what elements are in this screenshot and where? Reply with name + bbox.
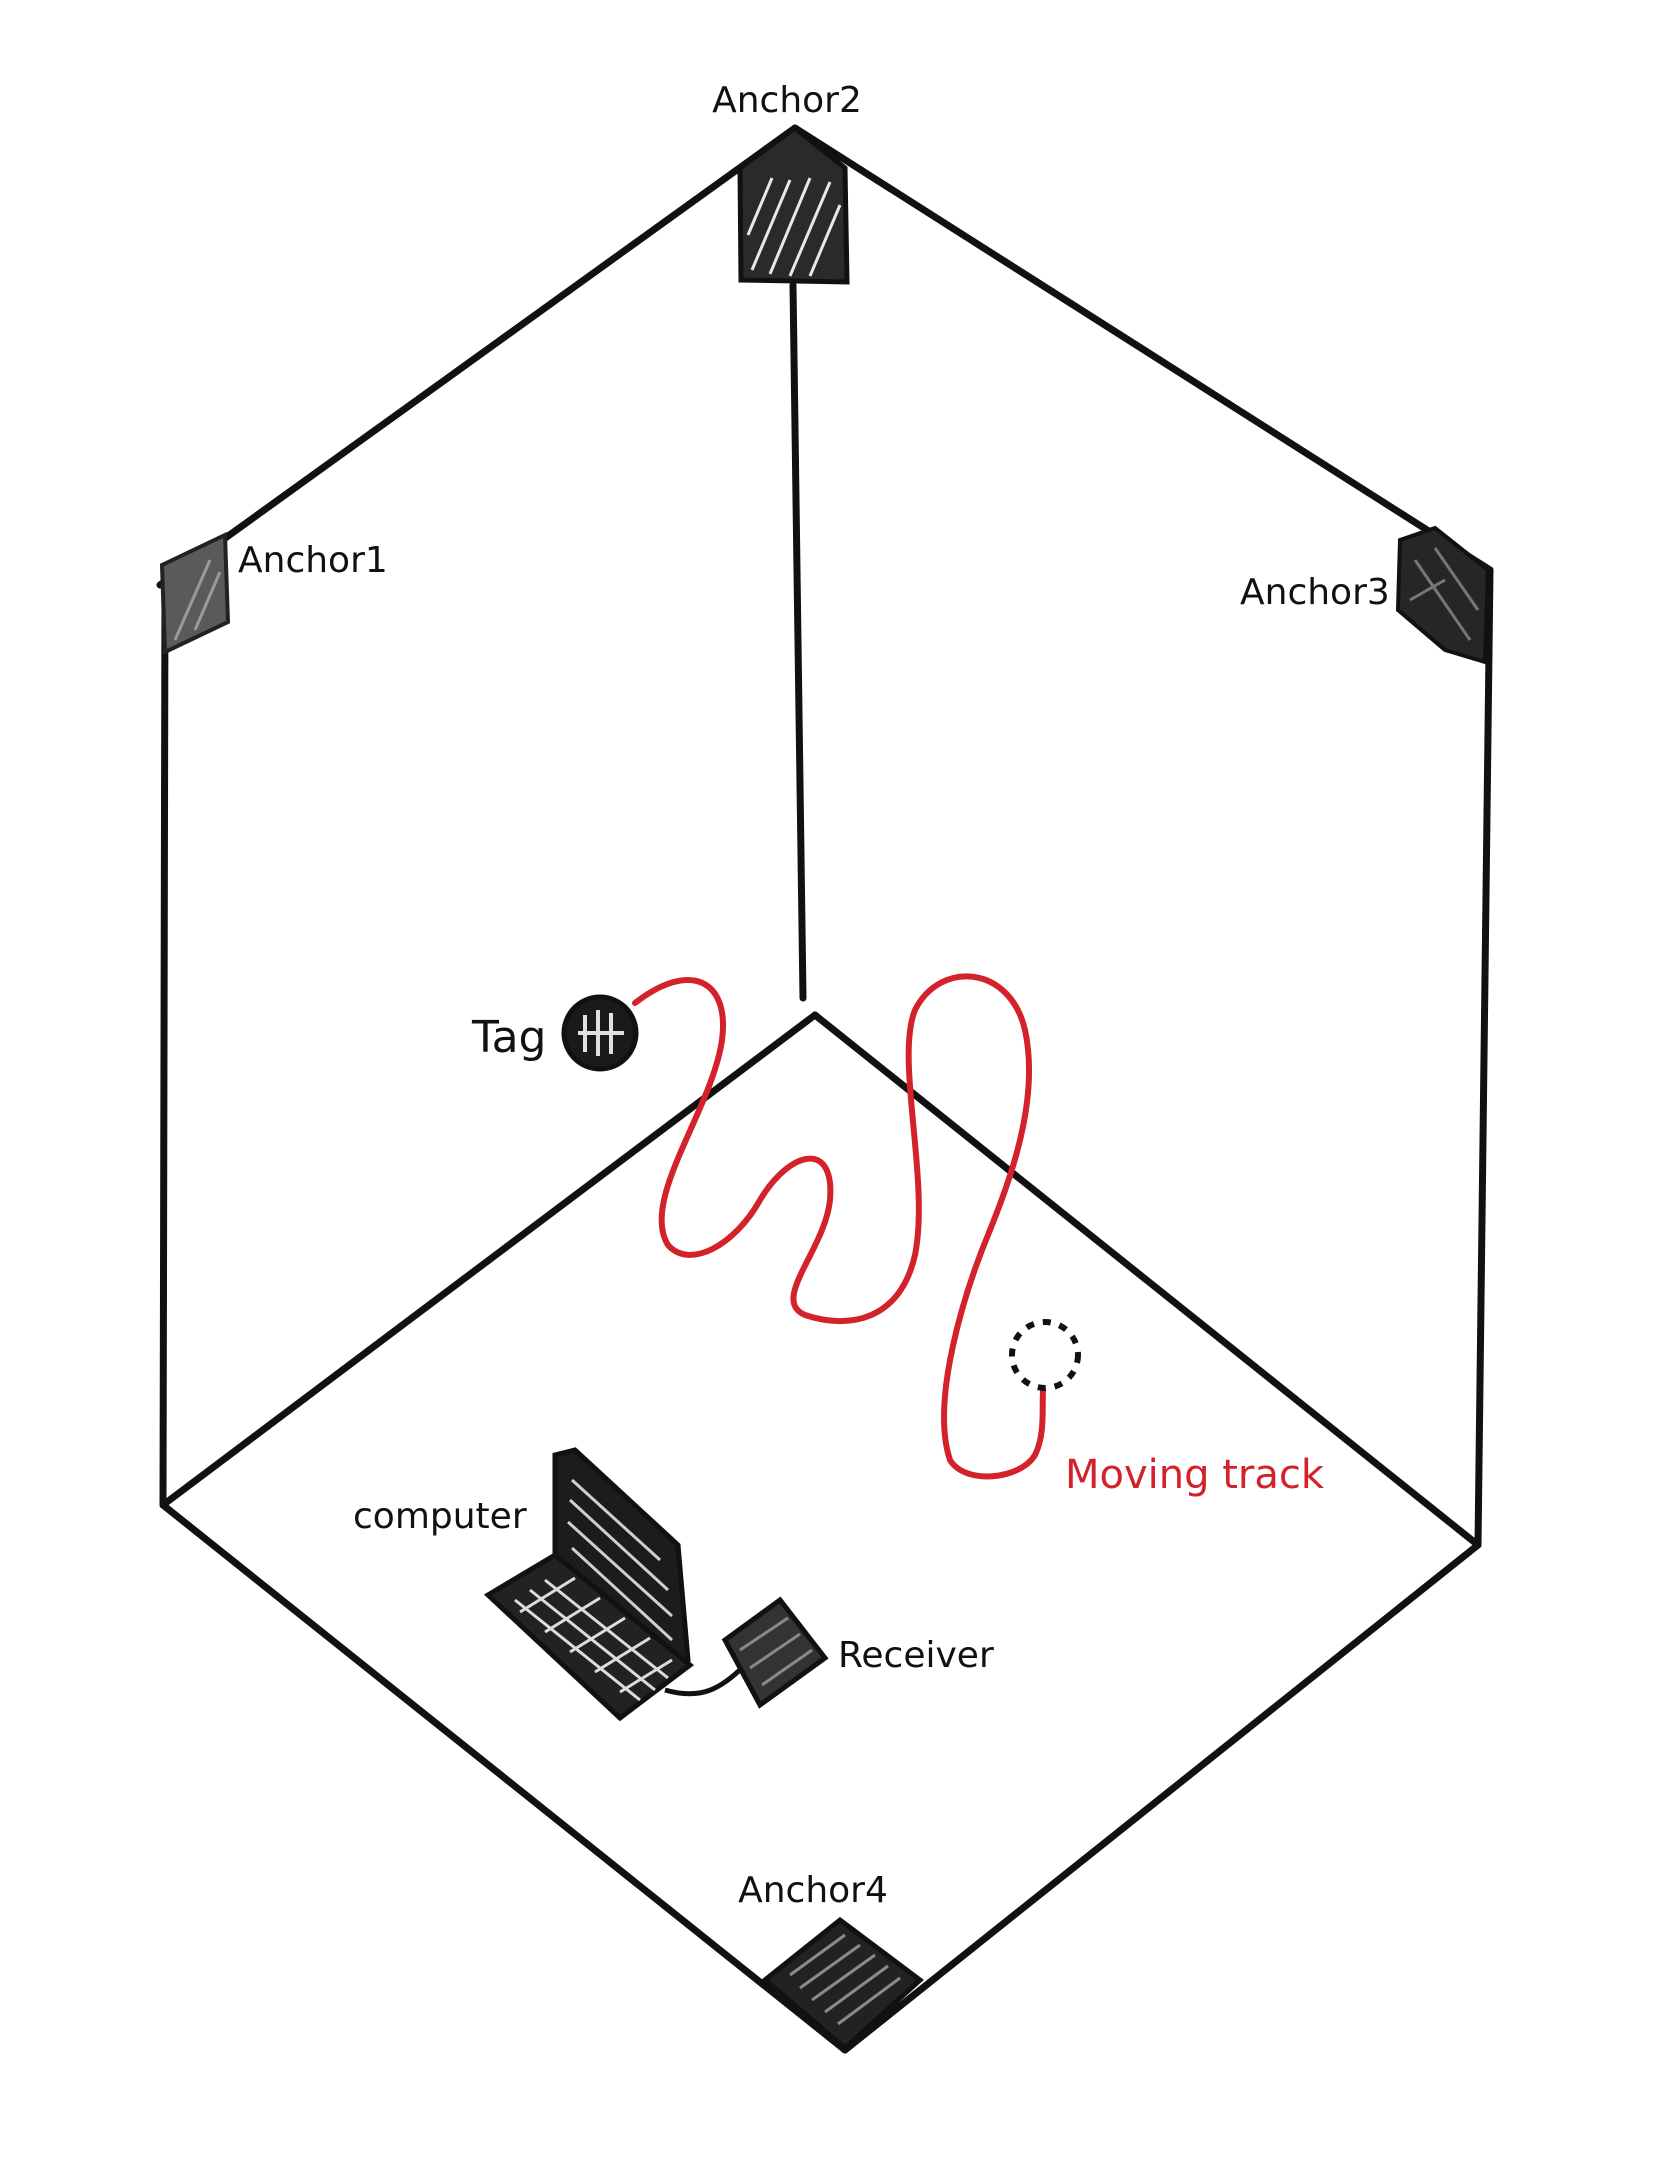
laptop-icon bbox=[483, 1447, 695, 1722]
edge-right-vertical bbox=[1474, 566, 1494, 1549]
anchor3-label: Anchor3 bbox=[1240, 572, 1390, 613]
moving-track-path bbox=[632, 973, 1046, 1480]
tag-label: Tag bbox=[471, 1012, 547, 1063]
anchor4-device bbox=[761, 1916, 924, 2052]
anchor2-device bbox=[737, 124, 850, 285]
room-outline bbox=[156, 124, 1494, 2054]
receiver-device bbox=[721, 1596, 829, 1709]
computer-label: computer bbox=[353, 1496, 527, 1537]
receiver-label: Receiver bbox=[838, 1635, 994, 1676]
edge-floor-left-front bbox=[159, 1501, 849, 2054]
edge-anchor2-anchor3 bbox=[791, 124, 1494, 574]
edge-floor-right-front bbox=[841, 1541, 1482, 2054]
edge-left-vertical bbox=[159, 581, 169, 1509]
anchor3-device bbox=[1395, 525, 1491, 665]
edge-floor-right-back bbox=[811, 1011, 1482, 1549]
moving-track-label: Moving track bbox=[1065, 1452, 1325, 1498]
edge-floor-left-back bbox=[159, 1011, 819, 1509]
receiver-cable bbox=[664, 1663, 747, 1697]
anchor1-device bbox=[159, 531, 231, 656]
anchor4-label: Anchor4 bbox=[738, 1870, 888, 1911]
edge-center-vertical bbox=[789, 281, 807, 1002]
track-end-marker bbox=[1009, 1319, 1081, 1391]
tag-device bbox=[561, 994, 639, 1072]
anchor1-label: Anchor1 bbox=[238, 540, 388, 581]
anchor2-label: Anchor2 bbox=[712, 80, 862, 121]
edge-anchor1-anchor2 bbox=[156, 124, 799, 589]
